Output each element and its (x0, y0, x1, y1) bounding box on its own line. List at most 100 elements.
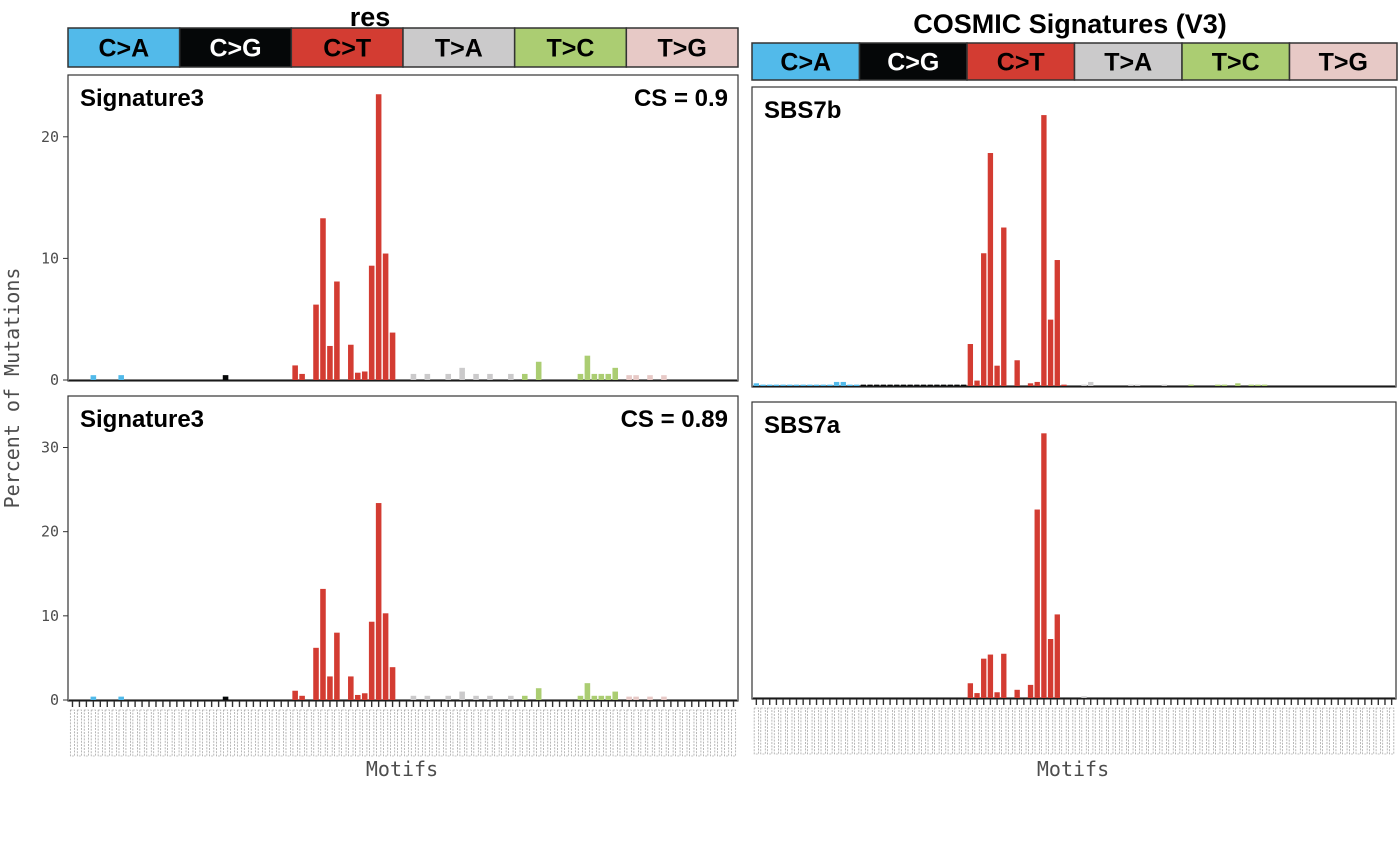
bar-t-to-a-10 (473, 696, 479, 700)
motif-label-glyph (1015, 708, 1019, 754)
bar-c-to-t-10 (362, 371, 368, 380)
bar-c-to-g-14 (954, 385, 959, 386)
bar-c-to-t-3 (988, 153, 993, 386)
motif-label-glyph (168, 710, 172, 756)
bar-t-to-c-11 (592, 696, 598, 700)
y-tick-label: 20 (41, 523, 59, 541)
motif-label-glyph (1022, 708, 1026, 754)
motif-label-glyph (1149, 708, 1153, 754)
motif-label-glyph (968, 708, 972, 754)
motif-label-glyph (202, 710, 206, 756)
motif-label-glyph (418, 710, 422, 756)
motif-label-glyph (1236, 708, 1240, 754)
bar-c-to-t-6 (334, 282, 340, 380)
bar-t-to-a-12 (487, 374, 493, 380)
motif-label-glyph (821, 708, 825, 754)
bar-c-to-t-8 (348, 345, 354, 380)
motif-label-glyph (710, 710, 714, 756)
bar-c-to-g-12 (941, 385, 946, 386)
bar-c-to-a-15 (854, 385, 859, 386)
motif-label-glyph (935, 708, 939, 754)
motif-label-glyph (244, 710, 248, 756)
motif-label-glyph (1035, 708, 1039, 754)
motif-label-glyph (488, 710, 492, 756)
motif-label-glyph (154, 710, 158, 756)
motif-label-glyph (133, 710, 137, 756)
motif-label-glyph (683, 710, 687, 756)
bar-c-to-g-11 (934, 385, 939, 386)
band-label-c-to-t: C>T (323, 35, 371, 63)
motif-label-glyph (474, 710, 478, 756)
bar-c-to-t-5 (327, 346, 333, 380)
motif-label-glyph (571, 710, 575, 756)
motif-label-glyph (988, 708, 992, 754)
bar-t-to-c-13 (605, 374, 611, 380)
bar-c-to-t-9 (1028, 685, 1033, 698)
bar-c-to-a-3 (774, 385, 779, 386)
bar-c-to-t-10 (1035, 510, 1040, 698)
bar-c-to-g-6 (901, 385, 906, 386)
motif-label-glyph (599, 710, 603, 756)
bar-t-to-c-14 (612, 368, 618, 380)
motif-label-glyph (1222, 708, 1226, 754)
motif-label-glyph (196, 710, 200, 756)
panel-label: Signature3 (80, 406, 204, 433)
motif-label-glyph (834, 708, 838, 754)
motif-label-glyph (854, 708, 858, 754)
bar-c-to-g-5 (894, 385, 899, 386)
motif-label-glyph (941, 708, 945, 754)
motif-label-glyph (1142, 708, 1146, 754)
motif-label-glyph (70, 710, 74, 756)
bar-c-to-t-9 (355, 695, 361, 700)
y-axis-title: Percent of Mutations (0, 268, 24, 509)
band-label-c-to-a: C>A (98, 35, 149, 63)
band-label-c-to-g: C>G (209, 35, 261, 63)
bar-t-to-c-14 (612, 692, 618, 700)
motif-label-glyph (676, 710, 680, 756)
motif-label-glyph (1109, 708, 1113, 754)
motif-label-glyph (314, 710, 318, 756)
bar-c-to-t-1 (299, 374, 305, 380)
motif-label-glyph (961, 708, 965, 754)
motif-label-glyph (237, 710, 241, 756)
motif-label-glyph (1042, 708, 1046, 754)
motif-label-glyph (1075, 708, 1079, 754)
motif-label-glyph (258, 710, 262, 756)
band-label-t-to-g: T>G (658, 35, 707, 63)
motif-label-glyph (516, 710, 520, 756)
motif-label-glyph (502, 710, 506, 756)
bar-t-to-c-3 (536, 362, 542, 380)
motif-label-glyph (279, 710, 283, 756)
motif-label-glyph (223, 710, 227, 756)
motif-label-glyph (209, 710, 213, 756)
band-label-t-to-g: T>G (1319, 49, 1368, 77)
motif-label-glyph (761, 708, 765, 754)
motif-label-glyph (627, 710, 631, 756)
bar-t-to-c-9 (578, 696, 584, 700)
bar-t-to-g-3 (647, 697, 653, 700)
motif-label-glyph (901, 708, 905, 754)
motif-label-glyph (781, 708, 785, 754)
motif-label-glyph (861, 708, 865, 754)
motif-label-glyph (1262, 708, 1266, 754)
motif-label-glyph (1256, 708, 1260, 754)
bar-t-to-c-13 (605, 696, 611, 700)
bar-t-to-g-0 (626, 697, 632, 700)
bar-t-to-g-5 (661, 697, 667, 700)
bar-c-to-t-3 (988, 655, 993, 698)
motif-label-glyph (1082, 708, 1086, 754)
bar-c-to-g-10 (928, 385, 933, 386)
motif-label-glyph (91, 710, 95, 756)
motif-label-glyph (841, 708, 845, 754)
motif-label-glyph (848, 708, 852, 754)
bar-t-to-a-1 (1081, 385, 1086, 386)
motif-label-glyph (731, 710, 735, 756)
bar-t-to-c-8 (1235, 383, 1240, 386)
motif-label-glyph (230, 710, 234, 756)
motif-label-glyph (620, 710, 624, 756)
bar-t-to-a-1 (1081, 696, 1086, 698)
bar-c-to-a-3 (91, 697, 97, 700)
motif-label-glyph (888, 708, 892, 754)
motif-label-glyph (1122, 708, 1126, 754)
motif-label-glyph (697, 710, 701, 756)
